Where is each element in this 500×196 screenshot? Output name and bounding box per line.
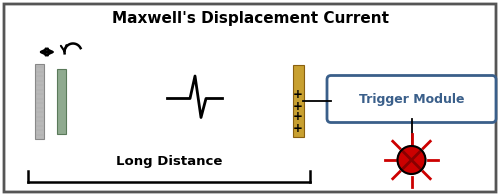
Text: +: +: [293, 88, 303, 101]
Text: +: +: [293, 100, 303, 113]
Text: Long Distance: Long Distance: [116, 155, 222, 168]
Text: Trigger Module: Trigger Module: [359, 93, 464, 105]
Bar: [35, 64, 44, 139]
Text: +: +: [293, 122, 303, 135]
Text: +: +: [293, 111, 303, 123]
FancyBboxPatch shape: [327, 75, 496, 122]
Bar: [292, 64, 304, 137]
Text: Maxwell's Displacement Current: Maxwell's Displacement Current: [112, 11, 388, 26]
Circle shape: [398, 146, 425, 174]
Bar: [58, 68, 66, 133]
FancyBboxPatch shape: [4, 4, 496, 192]
